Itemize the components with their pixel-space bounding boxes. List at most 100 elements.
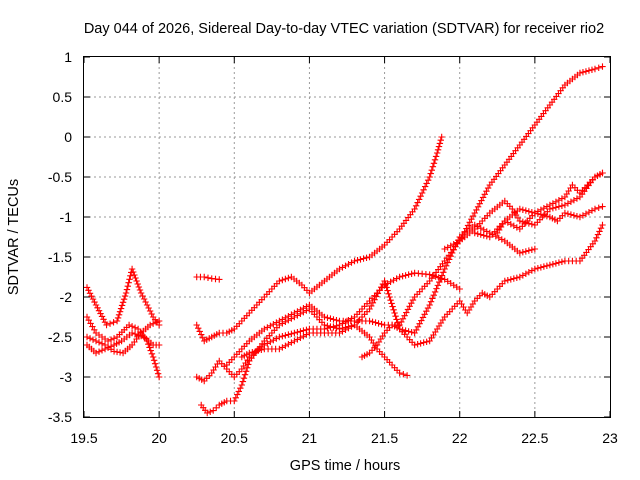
data-point xyxy=(555,197,563,204)
data-point xyxy=(239,378,247,385)
data-point xyxy=(210,407,217,414)
data-point xyxy=(389,303,396,310)
data-point xyxy=(148,310,155,318)
x-tick-label: 21.5 xyxy=(371,430,398,446)
data-point xyxy=(567,211,575,218)
data-point xyxy=(85,287,92,294)
data-point xyxy=(390,277,397,284)
data-point xyxy=(519,249,527,256)
data-point xyxy=(403,309,410,316)
data-point xyxy=(288,330,295,337)
y-tick-label: -0.5 xyxy=(48,169,72,185)
data-point xyxy=(384,287,391,294)
data-point xyxy=(579,69,587,76)
data-point xyxy=(324,322,331,329)
data-point xyxy=(525,269,533,276)
y-tick-label: -2 xyxy=(60,289,73,305)
data-point xyxy=(411,329,418,337)
data-point xyxy=(436,140,444,147)
data-point xyxy=(242,368,250,375)
data-point xyxy=(132,274,139,282)
grid xyxy=(84,57,610,417)
data-point xyxy=(258,346,265,353)
data-point xyxy=(128,329,136,337)
data-point xyxy=(404,306,412,313)
data-point xyxy=(199,334,206,341)
data-point xyxy=(91,298,98,306)
data-point xyxy=(155,373,163,381)
data-point xyxy=(546,201,554,209)
data-point xyxy=(522,270,530,277)
data-point xyxy=(136,286,144,294)
data-point xyxy=(552,198,560,205)
data-point xyxy=(126,276,133,283)
data-point xyxy=(414,341,421,348)
data-point xyxy=(588,66,596,73)
data-point xyxy=(88,293,95,300)
data-point xyxy=(378,321,385,328)
data-point xyxy=(152,319,160,326)
data-point xyxy=(415,196,423,203)
data-point xyxy=(98,347,106,354)
data-point xyxy=(430,160,438,167)
data-point xyxy=(240,374,248,382)
data-point xyxy=(405,328,412,335)
data-point xyxy=(232,394,239,401)
data-point xyxy=(564,200,572,207)
data-point xyxy=(464,222,472,229)
data-point xyxy=(285,331,292,338)
data-point xyxy=(480,226,487,233)
y-tick-label: -3 xyxy=(60,369,73,385)
data-point xyxy=(201,273,208,281)
data-point xyxy=(321,321,328,329)
data-point xyxy=(427,298,435,305)
data-point xyxy=(245,361,252,368)
data-point xyxy=(131,330,139,338)
data-point xyxy=(385,290,392,297)
data-point xyxy=(400,371,407,378)
data-point xyxy=(327,315,334,322)
data-point xyxy=(579,212,587,219)
x-tick-label: 23 xyxy=(602,430,618,446)
data-point xyxy=(525,247,533,254)
data-point xyxy=(471,229,478,237)
x-tick-label: 22.5 xyxy=(521,430,548,446)
data-point xyxy=(238,381,245,389)
data-point xyxy=(582,68,590,75)
data-point xyxy=(110,335,118,342)
data-point xyxy=(549,261,557,268)
data-point xyxy=(435,143,443,150)
y-tick-label: -1 xyxy=(60,209,73,225)
x-tick-label: 20.5 xyxy=(221,430,248,446)
data-point xyxy=(519,206,527,213)
data-point xyxy=(267,338,274,345)
data-point xyxy=(516,205,524,213)
data-point xyxy=(282,342,289,349)
y-tick-label: -2.5 xyxy=(48,329,72,345)
data-point xyxy=(291,329,298,337)
data-point xyxy=(154,370,162,377)
data-point xyxy=(484,184,492,192)
data-point xyxy=(276,277,283,285)
data-point xyxy=(393,275,400,282)
data-point xyxy=(510,275,518,282)
data-point xyxy=(433,149,441,157)
data-point xyxy=(360,255,367,262)
data-point xyxy=(193,321,200,329)
data-point xyxy=(477,231,484,238)
data-point xyxy=(442,262,450,269)
data-point xyxy=(92,301,100,309)
data-point xyxy=(412,202,420,209)
data-point xyxy=(396,369,403,377)
data-point xyxy=(513,224,521,231)
data-point xyxy=(336,329,343,337)
data-point xyxy=(433,285,440,292)
data-point xyxy=(255,347,262,354)
data-point xyxy=(297,334,304,341)
data-point xyxy=(591,237,599,245)
data-point xyxy=(432,153,440,160)
data-point xyxy=(501,277,508,285)
data-point xyxy=(543,262,551,269)
data-point xyxy=(339,264,346,271)
data-point xyxy=(480,232,487,239)
